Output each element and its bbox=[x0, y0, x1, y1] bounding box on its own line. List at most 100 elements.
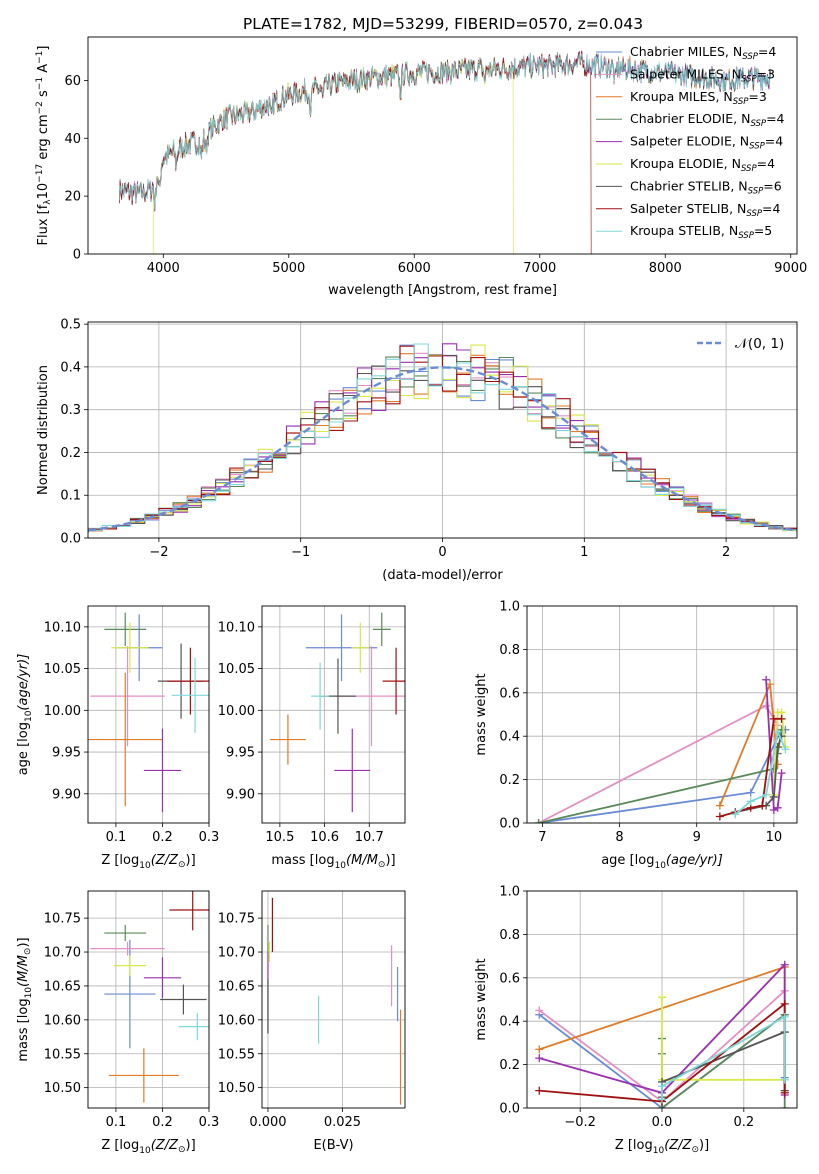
x-axis-label: Z [log10(Z/Z⊙)] bbox=[615, 1138, 709, 1156]
legend-label-sub: SSP bbox=[750, 119, 766, 129]
y-tick-label: 10.60 bbox=[218, 1013, 255, 1028]
x-axis-label-main: Z [log bbox=[615, 1138, 653, 1153]
x-axis-label-sub: 10 bbox=[139, 1146, 151, 1156]
weight-marker-chabrier-elodie bbox=[780, 1104, 789, 1108]
x-axis-label-end: )] bbox=[186, 853, 196, 868]
sun-symbol: ⊙ bbox=[178, 860, 186, 870]
axes-frame bbox=[526, 605, 798, 824]
spectrum-line-kroupa-stelib bbox=[119, 52, 771, 209]
y-tick-label: 10.75 bbox=[218, 912, 255, 927]
weight-marker-kroupa-stelib bbox=[731, 810, 740, 819]
y-tick-label: 10.65 bbox=[44, 979, 81, 994]
y-tick-label: 10.00 bbox=[218, 704, 255, 719]
panel-residuals: −2 −1 0 1 2 0.0 0.1 0.2 0.3 0.4 0.5 𝒩(0, 1) (data-mo… bbox=[36, 318, 798, 583]
weight-marker-chabrier-elodie bbox=[534, 819, 543, 823]
weight-marker-kroupa-stelib bbox=[780, 1012, 789, 1021]
y-axis-label-part: −2 bbox=[35, 101, 45, 114]
axes-frame bbox=[87, 321, 798, 539]
plot-area bbox=[534, 675, 790, 823]
weight-marker-salpeter-elodie bbox=[780, 960, 789, 969]
weight-marker-kroupa-stelib bbox=[658, 1095, 666, 1104]
x-tick-label: 2 bbox=[722, 545, 730, 560]
x-axis-label-main: mass [log bbox=[271, 853, 334, 868]
x-axis-label: (data-model)/error bbox=[382, 568, 503, 583]
y-axis-label-part: −17 bbox=[35, 164, 45, 183]
x-tick-label: 10.5 bbox=[265, 830, 294, 845]
legend-label: Kroupa STELIB, NSSP=5 bbox=[630, 223, 772, 241]
weight-marker-salpeter-stelib bbox=[769, 714, 778, 723]
plot-area bbox=[90, 891, 209, 1103]
legend-label-n: =4 bbox=[757, 156, 775, 171]
y-tick-label: 0.8 bbox=[499, 643, 520, 658]
y-tick-label: 10.05 bbox=[44, 662, 81, 677]
legend-label-n: =4 bbox=[758, 44, 776, 59]
y-tick-label: 10.65 bbox=[218, 979, 255, 994]
panel-mass-vs-EBV: 0.000 0.025 10.50 10.55 10.60 10.65 10.70 10.75… bbox=[218, 890, 406, 1153]
legend-label-main: Salpeter STELIB, N bbox=[630, 201, 746, 216]
weight-marker-chabrier-miles bbox=[746, 788, 755, 797]
x-tick-label: 0.3 bbox=[199, 1115, 220, 1130]
panel-spectrum: 4000 5000 6000 7000 8000 9000 0 20 40 60 wavelengt… bbox=[35, 36, 807, 298]
y-axis-label-part: λ bbox=[43, 199, 53, 205]
legend-label-n: =3 bbox=[757, 66, 775, 81]
x-tick-label: 0 bbox=[438, 545, 446, 560]
y-axis-label: mass weight bbox=[474, 958, 489, 1040]
y-tick-label: 0.6 bbox=[499, 686, 520, 701]
y-tick-label: 10.55 bbox=[218, 1047, 255, 1062]
y-axis-label-part: ] bbox=[36, 46, 51, 51]
legend-label-sub: SSP bbox=[738, 231, 754, 241]
legend-label: 𝒩(0, 1) bbox=[735, 336, 784, 352]
y-axis-label-main: age [log bbox=[16, 722, 31, 775]
figure-title: PLATE=1782, MJD=53299, FIBERID=0570, z=0… bbox=[243, 15, 643, 33]
gridlines bbox=[262, 606, 405, 823]
gridlines bbox=[262, 891, 405, 1108]
x-tick-label: 0.2 bbox=[152, 830, 173, 845]
weight-line-kroupa-stelib bbox=[661, 1015, 786, 1100]
legend-label-sub: SSP bbox=[733, 97, 749, 107]
weight-marker-salpeter-stelib bbox=[715, 812, 724, 821]
legend-label-n: =4 bbox=[766, 111, 784, 126]
y-tick-label: 0.2 bbox=[60, 446, 81, 461]
y-axis-label-main: mass [log bbox=[16, 998, 31, 1061]
legend-label: Kroupa MILES, NSSP=3 bbox=[630, 89, 767, 107]
x-tick-label: 9000 bbox=[774, 261, 807, 276]
weight-marker-salpeter-stelib bbox=[758, 801, 767, 810]
y-axis-label-part: A bbox=[36, 64, 51, 77]
x-axis-label-tail: (Z/Z bbox=[664, 1138, 692, 1153]
x-tick-label: 7000 bbox=[523, 261, 556, 276]
x-axis-label-end: )] bbox=[385, 853, 395, 868]
panel-mass-vs-Z: 0.1 0.2 0.3 10.50 10.55 10.60 10.65 10.70 10.75 Z… bbox=[16, 890, 219, 1156]
panel-age-vs-mass: 10.5 10.6 10.7 9.90 9.95 10.00 10.05 10.10 mass … bbox=[218, 605, 406, 871]
legend-label: Salpeter MILES, NSSP=3 bbox=[630, 66, 775, 84]
y-tick-label: 10.70 bbox=[218, 946, 255, 961]
weight-marker-salpeter-elodie bbox=[773, 803, 782, 812]
weight-marker-salpeter-miles bbox=[535, 1006, 544, 1015]
legend-label: Chabrier STELIB, NSSP=6 bbox=[630, 178, 782, 196]
y-axis-label-part: −1 bbox=[35, 51, 45, 64]
y-axis-label: mass [log10(M/M⊙)] bbox=[16, 937, 34, 1061]
y-tick-label: 0.4 bbox=[499, 730, 520, 745]
x-tick-label: 8000 bbox=[649, 261, 682, 276]
x-tick-label: 0.3 bbox=[199, 830, 220, 845]
y-axis-label: Flux [fλ10−17 erg cm−2 s−1 A−1] bbox=[35, 46, 53, 246]
x-tick-label: 0.2 bbox=[733, 1115, 754, 1130]
y-tick-label: 0.0 bbox=[499, 817, 520, 832]
y-tick-label: 9.90 bbox=[52, 787, 81, 802]
x-axis-label-end: )] bbox=[186, 1138, 196, 1153]
weight-marker-kroupa-elodie bbox=[658, 993, 666, 1002]
y-tick-label: 0.5 bbox=[60, 318, 81, 333]
x-tick-label: 9 bbox=[693, 830, 701, 845]
weight-marker-chabrier-stelib bbox=[769, 792, 778, 801]
weight-marker-kroupa-stelib bbox=[781, 745, 790, 754]
y-axis-label-sub: 10 bbox=[24, 987, 34, 999]
y-axis-label: Normed distribution bbox=[36, 365, 51, 495]
x-tick-label: 0.2 bbox=[152, 1115, 173, 1130]
sun-symbol: ⊙ bbox=[378, 860, 386, 870]
x-axis-label: wavelength [Angstrom, rest frame] bbox=[328, 283, 557, 298]
axes-frame bbox=[526, 890, 798, 1109]
legend-label-sub: SSP bbox=[746, 209, 762, 219]
weight-marker-salpeter-elodie bbox=[762, 675, 771, 684]
